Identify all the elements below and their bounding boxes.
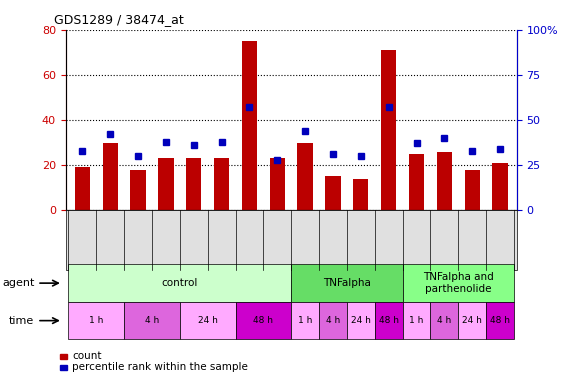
Bar <box>492 163 508 210</box>
Bar <box>409 154 424 210</box>
Text: agent: agent <box>2 278 34 288</box>
Text: 24 h: 24 h <box>463 316 482 325</box>
Text: 4 h: 4 h <box>326 316 340 325</box>
Text: count: count <box>72 351 102 361</box>
Bar <box>214 158 229 210</box>
Bar <box>103 142 118 210</box>
Text: 48 h: 48 h <box>254 316 274 325</box>
Bar <box>381 50 396 210</box>
Text: 1 h: 1 h <box>409 316 424 325</box>
Bar <box>270 158 285 210</box>
Bar <box>437 152 452 210</box>
Text: percentile rank within the sample: percentile rank within the sample <box>72 363 248 372</box>
Text: TNFalpha: TNFalpha <box>323 278 371 288</box>
Text: TNFalpha and
parthenolide: TNFalpha and parthenolide <box>423 272 494 294</box>
Bar <box>325 176 341 210</box>
Bar <box>130 170 146 210</box>
Text: time: time <box>9 316 34 326</box>
Bar <box>353 178 368 210</box>
Text: 24 h: 24 h <box>198 316 218 325</box>
Text: 48 h: 48 h <box>490 316 510 325</box>
Bar <box>297 142 313 210</box>
Bar <box>465 170 480 210</box>
Bar <box>75 167 90 210</box>
Text: control: control <box>162 278 198 288</box>
Bar <box>186 158 202 210</box>
Text: 48 h: 48 h <box>379 316 399 325</box>
Bar <box>242 41 257 210</box>
Text: 24 h: 24 h <box>351 316 371 325</box>
Text: 1 h: 1 h <box>298 316 312 325</box>
Text: 1 h: 1 h <box>89 316 103 325</box>
Bar <box>158 158 174 210</box>
Text: 4 h: 4 h <box>145 316 159 325</box>
Text: 4 h: 4 h <box>437 316 452 325</box>
Text: GDS1289 / 38474_at: GDS1289 / 38474_at <box>54 13 184 26</box>
